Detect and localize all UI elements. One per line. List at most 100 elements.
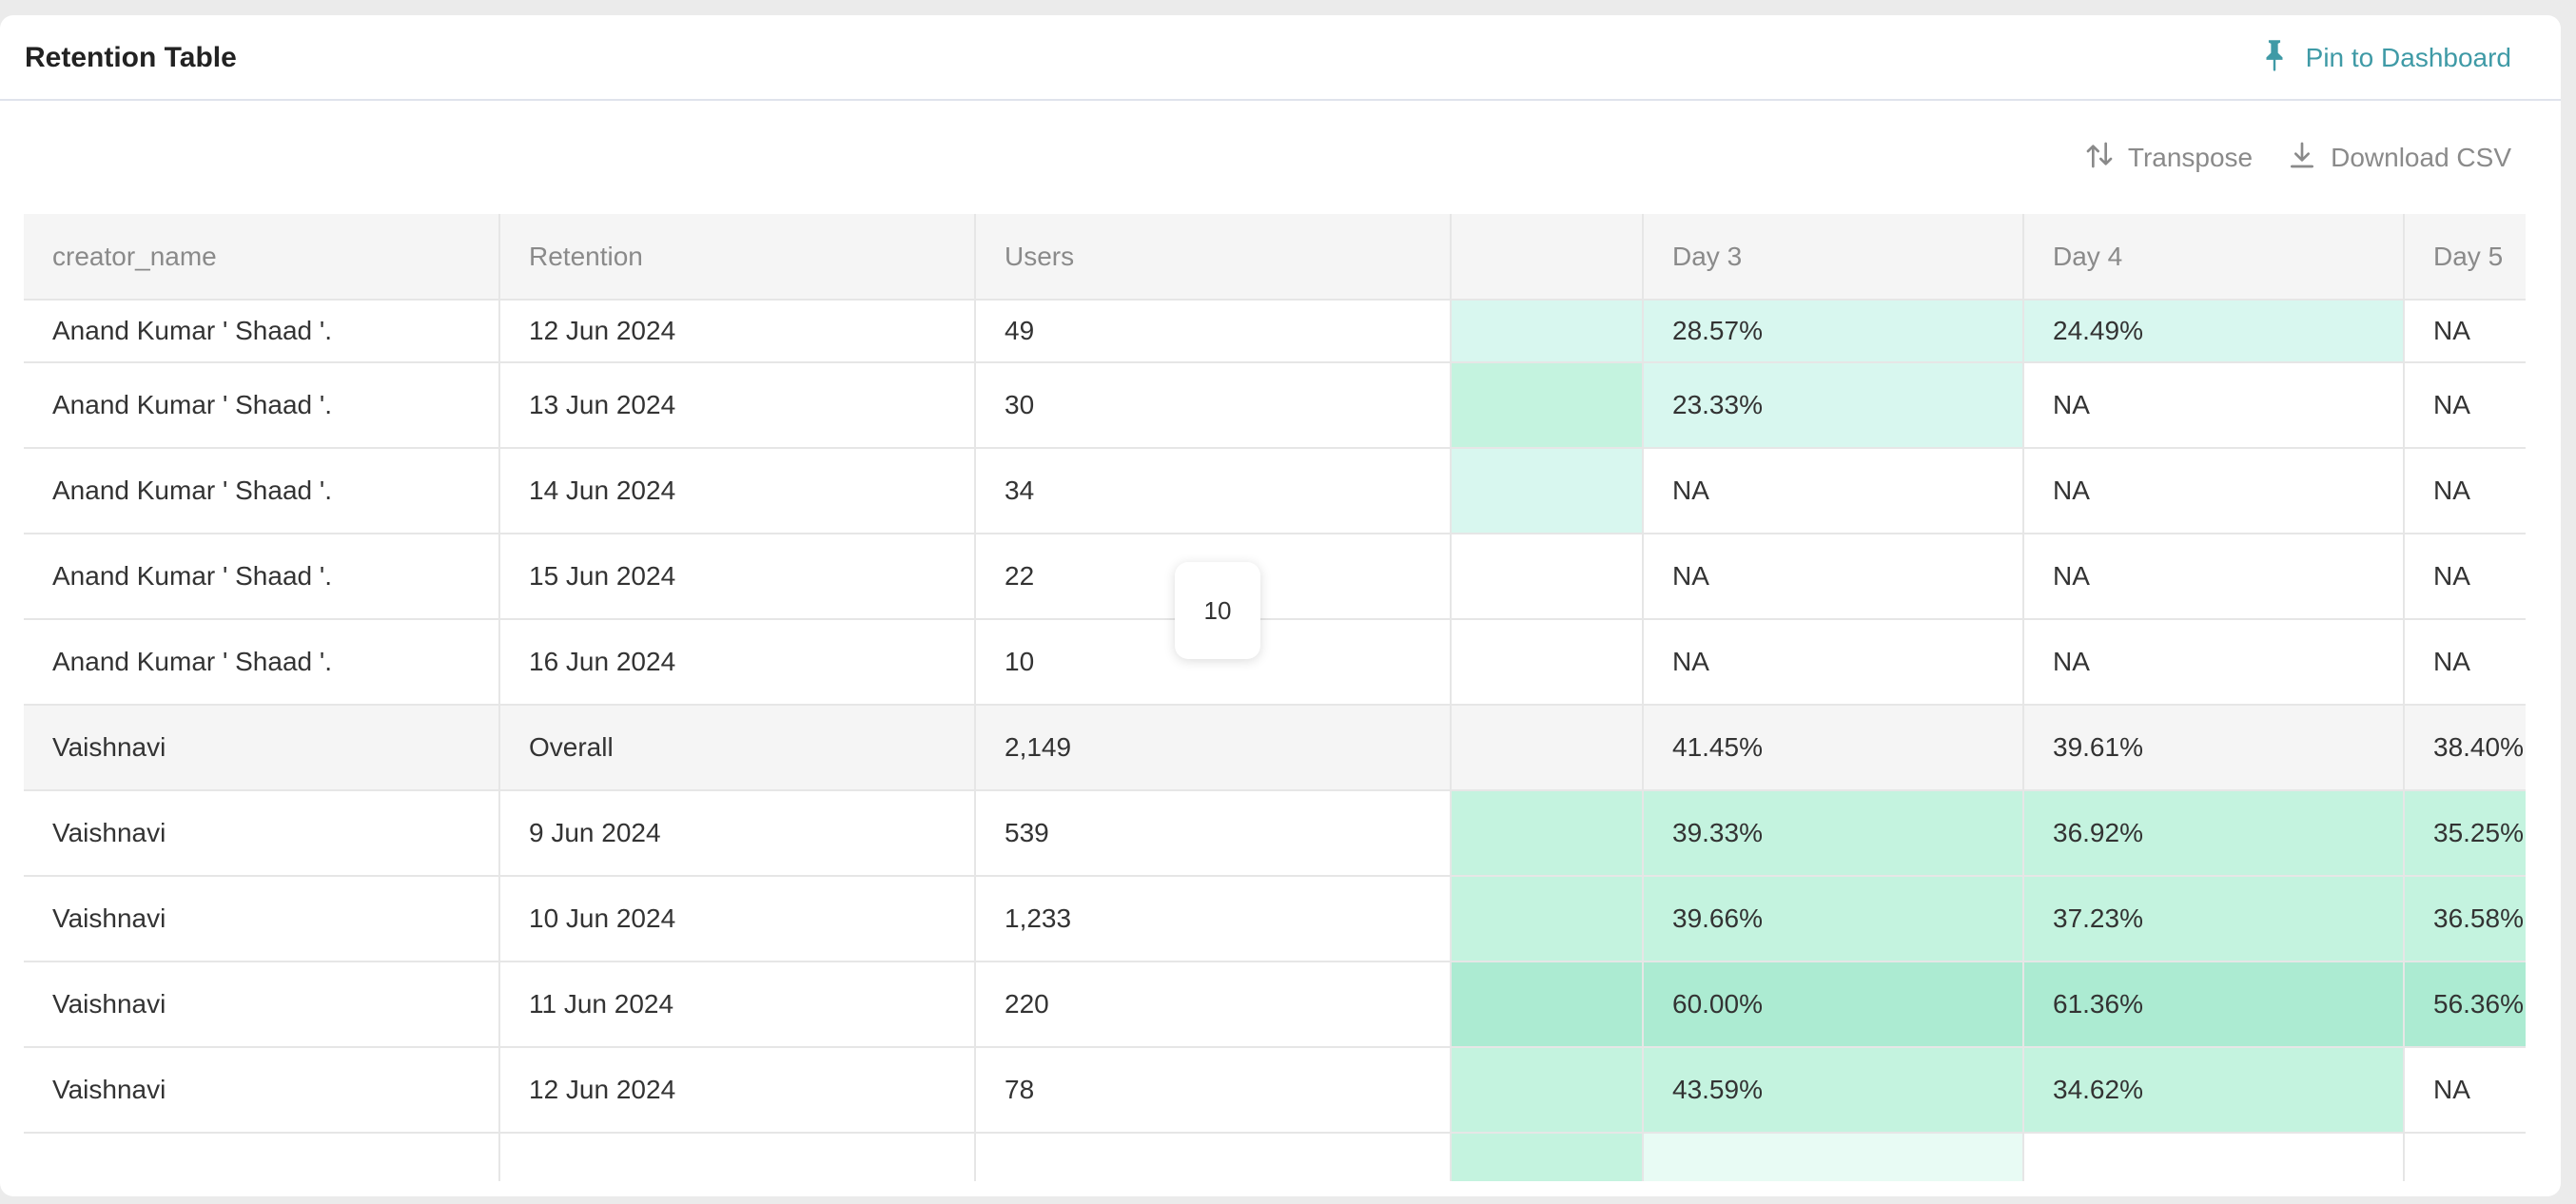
table-cell[interactable]: 39.33% [1643,790,2024,877]
table-cell[interactable]: 1,233 [975,876,1452,962]
table-cell[interactable] [1451,362,1644,449]
table-cell[interactable]: NA [1643,619,2024,706]
table-row: Vaishnavi 12 Jun 2024 78 43.59% 34.62% NA [24,1047,2526,1134]
table-cell[interactable]: 34.62% [2023,1047,2405,1134]
retention-table: creator_name Retention Users Day 3 Day 4… [24,214,2526,1181]
table-row: Vaishnavi 9 Jun 2024 539 39.33% 36.92% 35.25% [24,790,2526,877]
table-cell[interactable]: NA [2023,448,2405,534]
card-title: Retention Table [25,42,237,73]
pin-to-dashboard-button[interactable]: Pin to Dashboard [2260,15,2511,101]
table-cell[interactable]: 36.92% [2023,790,2405,877]
table-cell[interactable]: NA [2023,362,2405,449]
table-row: Anand Kumar ' Shaad '. 13 Jun 2024 30 23.33… [24,362,2526,449]
table-cell[interactable]: Anand Kumar ' Shaad '. [24,534,500,620]
table-cell[interactable] [2023,1133,2405,1181]
column-header[interactable]: Users [975,214,1452,301]
table-cell[interactable] [1451,619,1644,706]
table-cell[interactable] [975,1133,1452,1181]
table-cell[interactable] [1451,961,1644,1048]
table-cell[interactable]: 2,149 [975,705,1452,791]
table-cell[interactable]: 39.61% [2023,705,2405,791]
table-cell[interactable]: NA [2404,300,2526,363]
table-cell[interactable]: NA [2023,619,2405,706]
retention-table-scroll[interactable]: creator_name Retention Users Day 3 Day 4… [24,214,2526,1181]
table-cell[interactable] [1643,1133,2024,1181]
table-cell[interactable]: NA [1643,534,2024,620]
table-cell[interactable] [1451,1047,1644,1134]
table-cell[interactable]: NA [2404,362,2526,449]
column-header[interactable] [1451,214,1644,301]
table-cell[interactable] [1451,1133,1644,1181]
column-header[interactable]: Retention [499,214,976,301]
table-cell[interactable]: NA [2404,619,2526,706]
table-cell[interactable] [2404,1133,2526,1181]
table-cell[interactable]: 539 [975,790,1452,877]
table-cell[interactable]: 36.58% [2404,876,2526,962]
table-row-overall: Vaishnavi Overall 2,149 41.45% 39.61% 38.40% [24,705,2526,791]
table-cell[interactable] [1451,448,1644,534]
card-header: Retention Table Pin to Dashboard [0,15,2561,101]
table-cell[interactable]: Vaishnavi [24,790,500,877]
table-cell[interactable]: 60.00% [1643,961,2024,1048]
table-cell[interactable]: 37.23% [2023,876,2405,962]
table-cell[interactable]: 16 Jun 2024 [499,619,976,706]
table-cell[interactable]: 49 [975,300,1452,363]
table-cell[interactable]: 14 Jun 2024 [499,448,976,534]
table-cell[interactable] [1451,790,1644,877]
table-cell[interactable]: Anand Kumar ' Shaad '. [24,362,500,449]
table-cell[interactable]: 23.33% [1643,362,2024,449]
table-cell[interactable] [1451,534,1644,620]
table-cell[interactable]: 43.59% [1643,1047,2024,1134]
transpose-label: Transpose [2127,143,2254,172]
table-cell[interactable] [499,1133,976,1181]
table-cell[interactable]: Vaishnavi [24,1047,500,1134]
table-cell[interactable]: Vaishnavi [24,705,500,791]
table-cell[interactable]: NA [1643,448,2024,534]
table-cell[interactable]: 35.25% [2404,790,2526,877]
table-cell[interactable]: 38.40% [2404,705,2526,791]
pin-icon [2260,39,2289,78]
table-cell[interactable]: Anand Kumar ' Shaad '. [24,448,500,534]
table-cell[interactable]: 24.49% [2023,300,2405,363]
retention-table-card: Retention Table Pin to Dashboard Transpo… [0,15,2561,1196]
table-cell[interactable]: 10 Jun 2024 [499,876,976,962]
download-csv-button[interactable]: Download CSV [2287,140,2511,177]
table-cell[interactable] [1451,705,1644,791]
table-cell[interactable]: 220 [975,961,1452,1048]
column-header[interactable]: creator_name [24,214,500,301]
column-header[interactable]: Day 3 [1643,214,2024,301]
table-cell[interactable]: 41.45% [1643,705,2024,791]
table-cell[interactable]: 30 [975,362,1452,449]
transpose-button[interactable]: Transpose [2084,140,2253,177]
table-cell[interactable]: 9 Jun 2024 [499,790,976,877]
table-cell[interactable]: 15 Jun 2024 [499,534,976,620]
table-cell[interactable]: 61.36% [2023,961,2405,1048]
table-row: Anand Kumar ' Shaad '. 15 Jun 2024 22 NA NA N… [24,534,2526,620]
table-cell[interactable]: Vaishnavi [24,876,500,962]
table-cell[interactable] [24,1133,500,1181]
table-cell[interactable]: NA [2404,1047,2526,1134]
table-cell[interactable]: 11 Jun 2024 [499,961,976,1048]
table-cell[interactable]: 78 [975,1047,1452,1134]
table-cell[interactable]: NA [2023,534,2405,620]
table-toolbar: Transpose Download CSV [2084,137,2511,179]
table-cell[interactable]: 34 [975,448,1452,534]
download-icon [2287,140,2317,177]
column-header[interactable]: Day 4 [2023,214,2405,301]
table-cell[interactable]: 28.57% [1643,300,2024,363]
table-row: Anand Kumar ' Shaad '. 16 Jun 2024 10 NA NA N… [24,619,2526,706]
table-cell[interactable]: Overall [499,705,976,791]
table-cell[interactable]: 12 Jun 2024 [499,300,976,363]
table-cell[interactable]: 13 Jun 2024 [499,362,976,449]
table-cell[interactable]: Anand Kumar ' Shaad '. [24,619,500,706]
table-cell[interactable]: 39.66% [1643,876,2024,962]
table-cell[interactable]: Vaishnavi [24,961,500,1048]
table-cell[interactable]: 56.36% [2404,961,2526,1048]
column-header[interactable]: Day 5 [2404,214,2526,301]
table-cell[interactable] [1451,300,1644,363]
table-cell[interactable]: NA [2404,448,2526,534]
table-cell[interactable]: 12 Jun 2024 [499,1047,976,1134]
table-cell[interactable]: Anand Kumar ' Shaad '. [24,300,500,363]
table-cell[interactable]: NA [2404,534,2526,620]
table-cell[interactable] [1451,876,1644,962]
